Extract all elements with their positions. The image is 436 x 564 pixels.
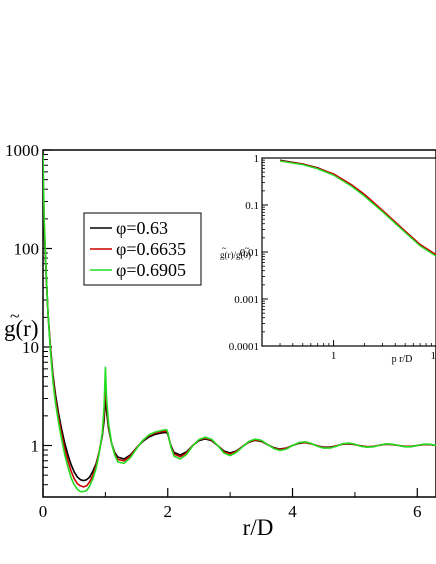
- y-tick-label: 100: [14, 239, 40, 258]
- legend-entry-2: φ=0.6905: [116, 260, 186, 280]
- inset-y-axis-label-accent: ~: [245, 244, 250, 253]
- y-tick-label: 1: [31, 436, 40, 455]
- inset-x-tick-label: 10: [431, 350, 436, 362]
- inset-y-axis-label: g(r)/g(0): [220, 250, 251, 260]
- x-tick-label: 6: [413, 502, 422, 521]
- x-axis-label: r/D: [243, 515, 274, 540]
- inset-x-tick-label: 1: [331, 350, 337, 362]
- legend-entry-0: φ=0.63: [116, 218, 168, 238]
- legend-entry-1: φ=0.6635: [116, 239, 186, 259]
- x-tick-label: 0: [39, 502, 48, 521]
- x-tick-label: 4: [288, 502, 297, 521]
- y-axis-label: g(r): [4, 316, 38, 341]
- x-tick-label: 2: [164, 502, 173, 521]
- y-axis-label-accent: ~: [10, 306, 20, 326]
- series-line-2: [43, 154, 436, 493]
- y-tick-label: 10: [22, 338, 39, 357]
- plot-frame: [42, 149, 436, 498]
- inset-y-tick-label: 1: [254, 153, 260, 165]
- inset-background: [262, 158, 436, 346]
- inset-y-tick-label: 0.0001: [229, 341, 259, 353]
- inset-y-tick-label: 0.001: [234, 294, 259, 306]
- inset-y-tick-label: 0.1: [245, 200, 259, 212]
- y-tick-label: 1000: [5, 141, 39, 160]
- inset-chart: 0.0001 0.001 0.01 0.1 1 1 10 p r/D g(r)/g(0)~ ~: [220, 153, 436, 365]
- inset-y-axis-label-accent: ~: [222, 244, 227, 253]
- inset-series-line-2: [279, 160, 436, 257]
- inset-y-tick-label: 0.01: [240, 247, 259, 259]
- inset-x-axis-label: p r/D: [392, 354, 413, 365]
